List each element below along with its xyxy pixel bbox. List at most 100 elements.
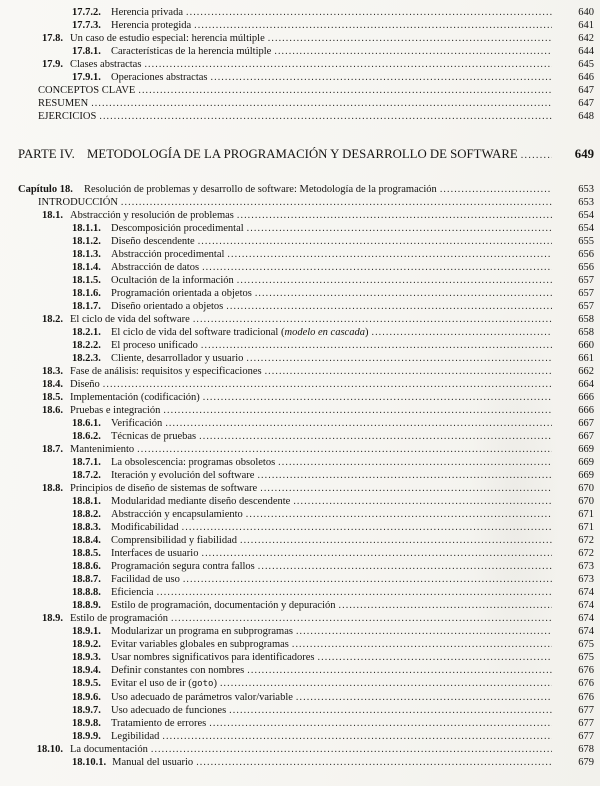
dot-leader [144, 58, 552, 71]
toc-entry: 18.8.8. Eficiencia 674 [18, 586, 594, 599]
entry-number: PARTE IV. [18, 147, 75, 161]
entry-title: Usar nombres significativos para identif… [111, 652, 315, 663]
page-number: 671 [578, 522, 594, 533]
entry-title: Clases abstractas [70, 59, 142, 70]
entry-number: 18.1. [42, 210, 63, 221]
dot-leader [440, 183, 552, 196]
toc-entry: 18.6. Pruebas e integración 666 [18, 404, 594, 417]
toc-entry: 18.7.1. La obsolescencia: programas obsol… [18, 456, 594, 469]
toc-entry: 18.8.9. Estilo de programación, documenta… [18, 599, 594, 612]
dot-leader [237, 274, 552, 287]
entry-number: 18.2.1. [72, 327, 101, 338]
toc-entry: 18.2.2. El proceso unificado 660 [18, 339, 594, 352]
title-segment: ) [213, 678, 217, 689]
toc-entry: 17.9.1. Operaciones abstractas 646 [18, 71, 594, 84]
toc-entry: 18.1. Abstracción y resolución de problem… [18, 209, 594, 222]
chapter-heading-row: Capítulo 18. Resolución de problemas y de… [18, 183, 594, 196]
title-segment: goto [191, 679, 214, 689]
dot-leader [293, 495, 552, 508]
entry-number: 18.8.6. [72, 561, 101, 572]
entry-title: Abstracción de datos [111, 262, 200, 273]
dot-leader [371, 326, 552, 339]
dot-leader [137, 443, 552, 456]
dot-leader [186, 6, 552, 19]
dot-leader [182, 521, 552, 534]
toc-entry: 18.4. Diseño 664 [18, 378, 594, 391]
entry-title: Programación orientada a objetos [111, 288, 252, 299]
entry-number: Capítulo 18. [18, 184, 73, 195]
page-number: 669 [578, 457, 594, 468]
toc-entry: 18.3. Fase de análisis: requisitos y espe… [18, 365, 594, 378]
entry-title: Uso adecuado de parámetros valor/variabl… [111, 692, 293, 703]
toc-entry: 18.1.1. Descomposición procedimental 654 [18, 222, 594, 235]
toc-entry: 18.1.3. Abstracción procedimental 656 [18, 248, 594, 261]
page-number: 675 [578, 639, 594, 650]
page-number: 676 [578, 665, 594, 676]
page-number: 666 [578, 392, 594, 403]
page-number: 654 [578, 223, 594, 234]
toc-entry: 18.8.4. Comprensibilidad y fiabilidad 672 [18, 534, 594, 547]
dot-leader [246, 508, 552, 521]
page-number: 676 [578, 692, 594, 703]
dot-leader [211, 71, 553, 84]
dot-leader [278, 456, 552, 469]
entry-number: 18.2.2. [72, 340, 101, 351]
entry-title: Facilidad de uso [111, 574, 180, 585]
toc-entry: 18.1.2. Diseño descendente 655 [18, 235, 594, 248]
toc-entry: 18.9.9. Legibilidad 677 [18, 730, 594, 743]
dot-leader [194, 19, 552, 32]
entry-title: Herencia privada [111, 7, 183, 18]
entry-number: 18.8. [42, 483, 63, 494]
toc-list: 17.7.2. Herencia privada 640 17.7.3. Herenci… [18, 6, 594, 769]
entry-number: 18.9.2. [72, 639, 101, 650]
toc-entry: 18.1.4. Abstracción de datos 656 [18, 261, 594, 274]
page-number: 669 [578, 444, 594, 455]
dot-leader [226, 300, 552, 313]
dot-leader [296, 691, 552, 704]
page-number: 675 [578, 652, 594, 663]
page-number: 642 [578, 33, 594, 44]
page-number: 647 [578, 98, 594, 109]
toc-entry: 18.9.5. Evitar el uso de ir (goto) 676 [18, 677, 594, 691]
page-number: 657 [578, 301, 594, 312]
entry-number: 18.1.4. [72, 262, 101, 273]
toc-entry: 18.9.1. Modularizar un programa en subpro… [18, 625, 594, 638]
page-number: 640 [578, 7, 594, 18]
dot-leader [258, 560, 552, 573]
title-segment: El ciclo de vida del software tradiciona… [111, 327, 285, 338]
page-number: 667 [578, 431, 594, 442]
entry-number: 18.5. [42, 392, 63, 403]
toc-entry: 18.9.7. Uso adecuado de funciones 677 [18, 704, 594, 717]
page-number: 678 [578, 744, 594, 755]
entry-title: Estilo de programación, documentación y … [111, 600, 336, 611]
toc-entry: EJERCICIOS 648 [18, 110, 594, 123]
entry-title: Uso adecuado de funciones [111, 705, 227, 716]
entry-number: 18.6. [42, 405, 63, 416]
page-number: 656 [578, 249, 594, 260]
entry-title: Abstracción procedimental [111, 249, 225, 260]
dot-leader [157, 586, 552, 599]
entry-number: 18.9.1. [72, 626, 101, 637]
page-number: 657 [578, 275, 594, 286]
dot-leader [260, 482, 552, 495]
page-number: 674 [578, 613, 594, 624]
page-number: 671 [578, 509, 594, 520]
entry-number: 18.8.7. [72, 574, 101, 585]
entry-title: Técnicas de pruebas [111, 431, 197, 442]
page-number: 676 [578, 678, 594, 689]
page-number: 658 [578, 327, 594, 338]
page-number: 673 [578, 574, 594, 585]
entry-title: INTRODUCCIÓN [38, 197, 118, 208]
page-number: 674 [578, 600, 594, 611]
entry-number: 18.8.5. [72, 548, 101, 559]
entry-number: 17.7.2. [72, 7, 101, 18]
toc-entry: 18.6.1. Verificación 667 [18, 417, 594, 430]
entry-title: Verificación [111, 418, 163, 429]
entry-number: 18.9.5. [72, 678, 101, 689]
toc-entry: 18.10. La documentación 678 [18, 743, 594, 756]
dot-leader [91, 97, 552, 110]
entry-title: Un caso de estudio especial: herencia mú… [70, 33, 265, 44]
toc-entry: 18.9.4. Definir constantes con nombres 676 [18, 664, 594, 677]
entry-title: Iteración y evolución del software [111, 470, 255, 481]
entry-title: Características de la herencia múltiple [111, 46, 272, 57]
